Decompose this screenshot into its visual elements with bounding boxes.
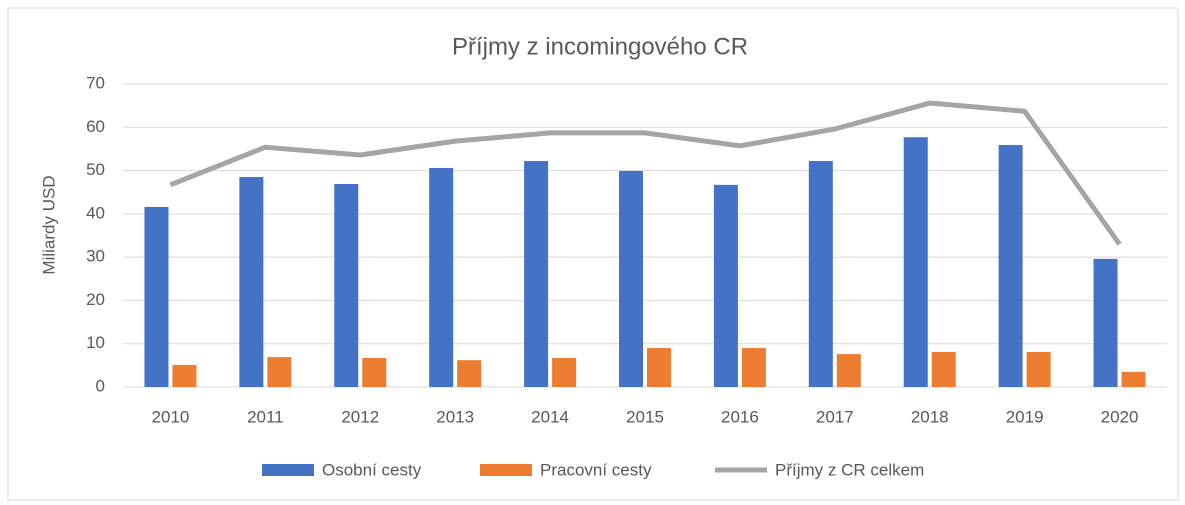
bar (931, 351, 956, 387)
legend-swatch (262, 464, 314, 476)
bar (1026, 351, 1051, 387)
bar (172, 364, 197, 387)
y-tick-label: 30 (86, 247, 105, 266)
y-tick-label: 10 (86, 333, 105, 352)
bar (619, 171, 643, 387)
legend-label: Pracovní cesty (540, 460, 652, 479)
y-tick-label: 60 (86, 117, 105, 136)
bar (457, 360, 482, 387)
bar (998, 145, 1023, 387)
bar (1121, 371, 1146, 387)
bar (362, 357, 387, 387)
bar (267, 357, 292, 387)
line (169, 100, 1122, 246)
bar (713, 184, 738, 387)
x-tick-label: 2019 (1006, 407, 1044, 426)
bar (808, 161, 833, 387)
bar (239, 177, 264, 387)
x-tick-label: 2010 (152, 407, 190, 426)
x-tick-label: 2018 (911, 407, 949, 426)
bar (144, 206, 169, 387)
bar (836, 354, 861, 387)
bar (429, 167, 454, 387)
bar (1093, 258, 1118, 387)
y-tick-label: 20 (86, 290, 105, 309)
legend-label: Osobní cesty (322, 460, 422, 479)
x-tick-label: 2014 (531, 407, 569, 426)
bar (334, 183, 359, 387)
legend-swatch (480, 464, 532, 476)
x-tick-label: 2016 (721, 407, 759, 426)
chart-title: Příjmy z incomingového CR (452, 33, 748, 60)
y-tick-label: 50 (86, 160, 105, 179)
bar (524, 161, 549, 387)
bar (552, 357, 577, 387)
bar (741, 348, 766, 387)
bar (903, 137, 928, 387)
x-tick-label: 2012 (341, 407, 379, 426)
x-tick-label: 2013 (436, 407, 474, 426)
x-tick-label: 2011 (247, 407, 284, 426)
y-axis-title: Miliardy USD (39, 175, 58, 274)
legend-label: Příjmy z CR celkem (775, 460, 924, 479)
x-tick-label: 2020 (1101, 407, 1139, 426)
y-tick-label: 40 (86, 203, 105, 222)
x-tick-label: 2015 (626, 407, 664, 426)
chart-frame (7, 7, 1179, 501)
y-tick-label: 70 (86, 73, 105, 92)
bar (647, 348, 671, 387)
y-tick-label: 0 (96, 376, 105, 395)
x-tick-label: 2017 (816, 407, 854, 426)
